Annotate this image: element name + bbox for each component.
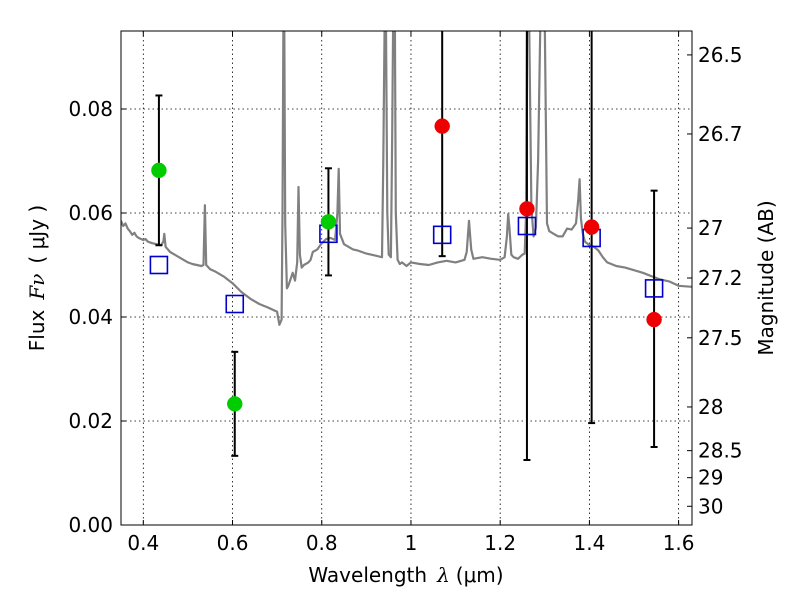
y2-tick-label: 29 — [698, 466, 723, 490]
x-axis-label-units: (μm) — [456, 563, 504, 587]
y2-tick-label: 27.2 — [698, 266, 743, 290]
y-tick-label: 0.02 — [68, 409, 113, 433]
x-tick-label: 1.2 — [484, 531, 516, 555]
model-photometry-square — [432, 225, 452, 245]
x-tick-label: 0.6 — [217, 531, 249, 555]
y2-tick-label: 28.5 — [698, 439, 743, 463]
optical-data-point — [320, 214, 337, 230]
infrared-data-point — [434, 118, 450, 134]
y-tick-label: 0.04 — [68, 305, 113, 329]
y2-tick-label: 27.5 — [698, 326, 743, 350]
y2-tick-label: 26.5 — [698, 43, 743, 67]
model-spectrum-line — [121, 31, 692, 326]
optical-data-point — [151, 162, 167, 179]
y-tick-label: 0.00 — [68, 513, 113, 537]
y-tick-label: 0.08 — [68, 97, 113, 121]
x-tick-label: 1 — [405, 531, 418, 555]
model-photometry-square — [517, 216, 537, 236]
y2-tick-label: 27 — [698, 216, 723, 240]
ticks: 0.4 0.6 0.8 1 1.2 1.4 1.6 0.00 0.02 0.04 0.06 0.08 2… — [68, 31, 743, 555]
y-axis-label: Flux Fν ( μJy ) — [25, 205, 49, 351]
y2-axis-label: Magnitude (AB) — [754, 200, 778, 355]
x-axis-label: Wavelength λ (μm) — [308, 563, 503, 587]
plot-area — [121, 31, 692, 525]
y2-tick-label: 28 — [698, 395, 723, 419]
y2-tick-label: 26.7 — [698, 122, 743, 146]
optical-data-point — [227, 396, 243, 412]
x-axis-label-text: Wavelength — [308, 563, 427, 587]
model-photometry-square — [225, 294, 245, 314]
x-tick-label: 0.4 — [127, 531, 159, 555]
y2-tick-label: 30 — [698, 494, 723, 518]
y-axis-label-math: Fν — [25, 274, 49, 301]
x-axis-label-math: λ — [436, 563, 450, 587]
infrared-data-point — [519, 201, 535, 217]
y-axis-label-text: Flux — [25, 309, 49, 351]
infrared-data-point — [583, 219, 600, 235]
x-tick-label: 0.8 — [306, 531, 338, 555]
model-photometry-square — [149, 255, 169, 275]
y-axis-label-units: ( μJy ) — [25, 205, 49, 264]
markers — [149, 118, 664, 412]
model-photometry-square — [644, 279, 664, 298]
x-tick-label: 1.4 — [573, 531, 605, 555]
y-tick-label: 0.06 — [68, 201, 113, 225]
x-tick-label: 1.6 — [663, 531, 695, 555]
plot-content — [121, 31, 692, 326]
infrared-data-point — [646, 311, 662, 328]
